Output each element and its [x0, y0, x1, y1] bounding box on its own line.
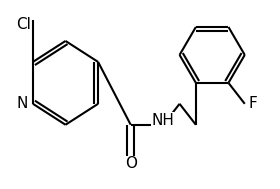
- Text: F: F: [248, 96, 257, 111]
- Text: Cl: Cl: [16, 16, 31, 32]
- Text: O: O: [125, 156, 137, 171]
- Text: N: N: [17, 96, 28, 111]
- Text: NH: NH: [152, 113, 175, 128]
